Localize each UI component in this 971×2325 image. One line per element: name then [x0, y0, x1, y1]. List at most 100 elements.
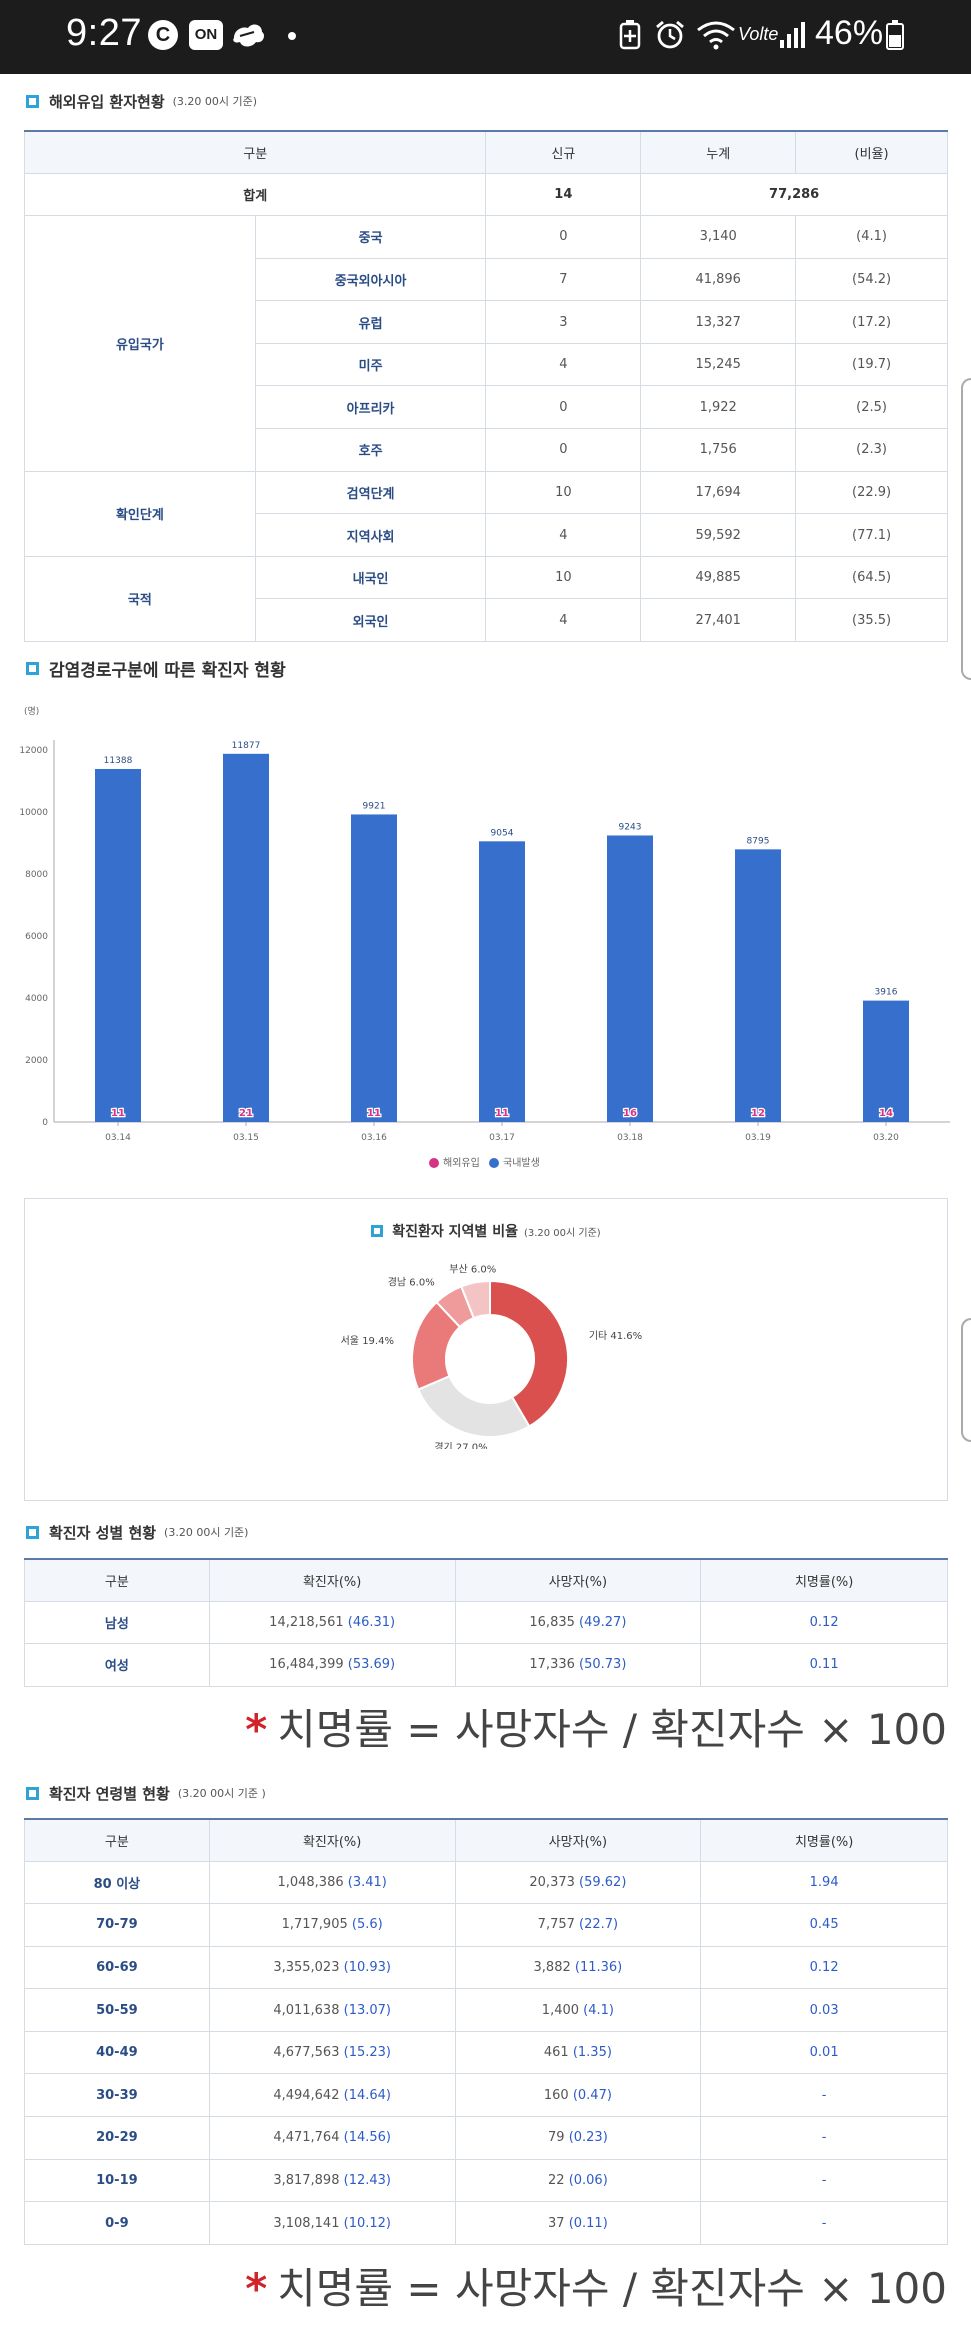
- legend-label-domestic: 국내발생: [503, 1157, 540, 1169]
- table-header: 사망자(%): [454, 1818, 702, 1862]
- bar-domestic: [735, 849, 781, 1122]
- bar-domestic: [863, 1000, 909, 1122]
- table-header: 치명률(%): [700, 1558, 948, 1602]
- table-row: 60-69 3,355,023 (10.93) 3,882 (11.36) 0.12: [24, 1945, 948, 1990]
- overseas-table: 구분 신규 누계 (비율) 합계 14 77,286 유입국가 중국 0 3,1…: [23, 130, 948, 643]
- table-header: 치명률(%): [700, 1818, 948, 1862]
- table-row: 50-59 4,011,638 (13.07) 1,400 (4.1) 0.03: [24, 1988, 948, 2032]
- table-header: 구분: [23, 130, 487, 174]
- signal-strength-icon: [780, 22, 805, 48]
- asterisk-mark: *: [245, 1705, 268, 1754]
- bar-value-label: 9243: [619, 822, 642, 832]
- overseas-value-label: 11: [367, 1108, 381, 1119]
- donut-slice: [416, 1374, 531, 1438]
- table-row: 국적 내국인 10 49,885 (64.5): [24, 555, 948, 643]
- y-tick-label: 10000: [19, 808, 48, 818]
- overseas-value-label: 11: [495, 1108, 509, 1119]
- table-row: 합계 14 77,286: [23, 172, 948, 217]
- overseas-value-label: 14: [879, 1108, 893, 1119]
- table-row: 10-19 3,817,898 (12.43) 22 (0.06) -: [24, 2158, 948, 2203]
- alarm-icon: [656, 20, 684, 49]
- table-row: 미주 4 15,245 (19.7): [25, 342, 948, 387]
- wifi-icon: [697, 21, 735, 50]
- table-row: 유럽 3 13,327 (17.2): [25, 300, 948, 344]
- battery-percent: 46%: [815, 14, 884, 52]
- legend-marker-domestic: [489, 1158, 499, 1168]
- bar-value-label: 9921: [363, 801, 386, 811]
- section-title-route: 감염경로구분에 따른 확진자 현황: [26, 655, 286, 681]
- table-row: 중국외아시아 7 41,896 (54.2): [25, 257, 948, 302]
- bar-value-label: 11877: [232, 741, 261, 751]
- y-tick-label: 4000: [25, 994, 48, 1004]
- bar-value-label: 11388: [104, 756, 133, 766]
- table-row: 호주 0 1,756 (2.3): [25, 428, 948, 472]
- table-row: 30-39 4,494,642 (14.64) 160 (0.47) -: [24, 2073, 948, 2118]
- more-notifications-dot-icon: [288, 32, 296, 40]
- square-bullet-icon: [26, 661, 39, 675]
- table-row: 유입국가 중국 0 3,140 (4.1): [24, 215, 948, 472]
- table-header: 신규: [485, 130, 642, 174]
- gender-table: 구분 확진자(%) 사망자(%) 치명률(%) 남성 14,218,561 (46…: [24, 1558, 948, 1687]
- total-new: 14: [485, 172, 642, 217]
- square-bullet-icon: [371, 1225, 384, 1237]
- y-tick-label: 12000: [19, 746, 48, 756]
- region-donut-panel: 확진환자 지역별 비율 (3.20 00시 기준) 기타 41.6% 경기 27.…: [24, 1198, 948, 1501]
- overseas-value-label: 16: [623, 1108, 637, 1119]
- section-title-age: 확진자 연령별 현황 (3.20 00시 기준 ): [26, 1780, 266, 1806]
- asterisk-mark: *: [245, 2264, 268, 2313]
- table-row: 20-29 4,471,764 (14.56) 79 (0.23) -: [24, 2116, 948, 2160]
- volte-label: Volte: [738, 24, 779, 44]
- total-label: 합계: [23, 172, 487, 217]
- x-tick-label: 03.15: [233, 1133, 259, 1143]
- x-tick-label: 03.17: [489, 1133, 515, 1143]
- status-bar: 9:27 C ON Volte 46%: [0, 0, 971, 74]
- route-bar-chart: (명) 0 2000 4000 6000 8000 10000 12000 11388 11 03.…: [19, 706, 950, 1169]
- legend-marker-overseas: [429, 1158, 439, 1168]
- y-axis-unit: (명): [24, 706, 39, 717]
- x-tick-label: 03.18: [617, 1133, 643, 1143]
- battery-saver-icon: [619, 20, 641, 50]
- battery-icon: [886, 20, 904, 50]
- region-donut-chart: 기타 41.6% 경기 27.0% 서울 19.4% 경남 6.0% 부산 6.0%: [341, 1264, 643, 1449]
- y-tick-label: 6000: [25, 932, 48, 942]
- table-header: 확진자(%): [208, 1818, 456, 1862]
- table-row: 80 이상 1,048,386 (3.41) 20,373 (59.62) 1.94: [24, 1860, 948, 1905]
- y-tick-label: 0: [42, 1118, 48, 1128]
- table-row: 확인단계 검역단계 10 17,694 (22.9): [24, 470, 948, 557]
- section-title-gender: 확진자 성별 현황 (3.20 00시 기준): [26, 1519, 248, 1545]
- donut-slice-label: 부산 6.0%: [449, 1264, 496, 1276]
- on-app-icon: ON: [189, 20, 223, 50]
- table-header: 사망자(%): [454, 1558, 702, 1602]
- x-tick-label: 03.14: [105, 1133, 131, 1143]
- table-row: 0-9 3,108,141 (10.12) 37 (0.11) -: [24, 2201, 948, 2245]
- square-bullet-icon: [26, 1525, 39, 1539]
- total-cumulative: 77,286: [640, 172, 948, 217]
- donut-title: 확진환자 지역별 비율 (3.20 00시 기준): [25, 1221, 947, 1241]
- edge-panel-handle-2[interactable]: [961, 1318, 971, 1442]
- bar-domestic: [95, 768, 141, 1122]
- overseas-value-label: 21: [239, 1108, 253, 1119]
- donut-slice-label: 경기 27.0%: [434, 1440, 487, 1449]
- c-app-icon: C: [148, 20, 178, 50]
- square-bullet-icon: [26, 1786, 39, 1800]
- cloud-notification-icon: [233, 24, 264, 47]
- bar-value-label: 9054: [491, 828, 514, 838]
- clock: 9:27: [66, 12, 142, 54]
- y-tick-label: 2000: [25, 1056, 48, 1066]
- donut-slice: [459, 1279, 491, 1320]
- overseas-value-label: 12: [751, 1108, 765, 1119]
- x-tick-label: 03.19: [745, 1133, 771, 1143]
- table-row: 40-49 4,677,563 (15.23) 461 (1.35) 0.01: [24, 2030, 948, 2075]
- x-tick-label: 03.20: [873, 1133, 899, 1143]
- bar-domestic: [479, 841, 525, 1122]
- donut-slice: [489, 1279, 569, 1428]
- table-row: 70-79 1,717,905 (5.6) 7,757 (22.7) 0.45: [24, 1903, 948, 1947]
- fatality-formula: * 치명률 = 사망자수 / 확진자수 × 100: [245, 1705, 947, 1754]
- edge-panel-handle[interactable]: [961, 378, 971, 680]
- table-header: 구분: [24, 1558, 210, 1602]
- table-header: 구분: [24, 1818, 210, 1862]
- legend-label-overseas: 해외유입: [443, 1156, 480, 1169]
- bar-value-label: 8795: [747, 836, 770, 846]
- age-table: 구분 확진자(%) 사망자(%) 치명률(%) 80 이상 1,048,386 (…: [24, 1818, 948, 2245]
- table-header: 누계: [640, 130, 797, 174]
